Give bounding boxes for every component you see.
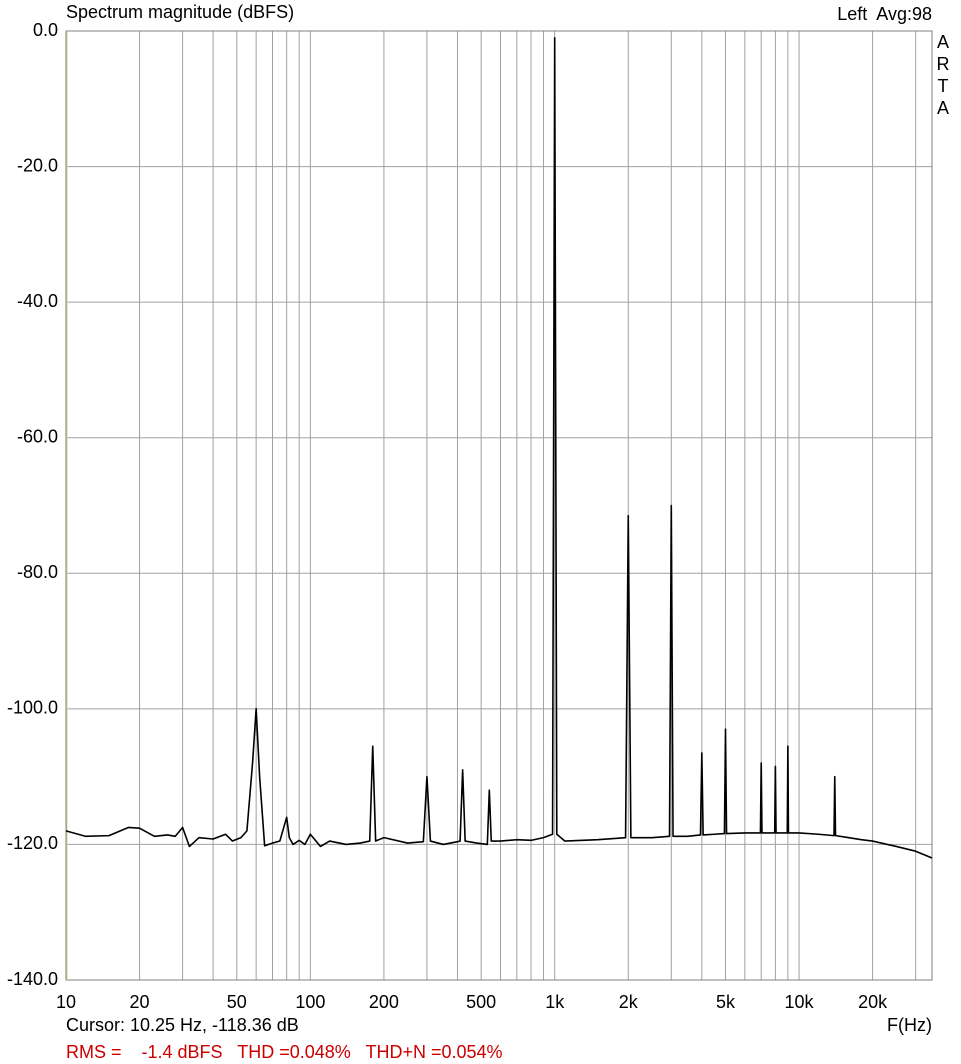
- y-tick-label: -120.0: [7, 833, 58, 853]
- x-tick-label: 10k: [785, 992, 815, 1012]
- x-axis-label: F(Hz): [887, 1015, 932, 1035]
- x-tick-label: 10: [56, 992, 76, 1012]
- x-tick-label: 20: [130, 992, 150, 1012]
- x-tick-label: 500: [466, 992, 496, 1012]
- cursor-readout: Cursor: 10.25 Hz, -118.36 dB: [66, 1015, 299, 1035]
- channel-label: Left Avg:98: [837, 4, 932, 24]
- y-tick-label: -20.0: [17, 155, 58, 175]
- brand: ARTA: [933, 32, 953, 120]
- y-tick-label: -40.0: [17, 291, 58, 311]
- y-tick-label: -140.0: [7, 969, 58, 989]
- spectrum-line: [65, 36, 933, 859]
- x-tick-label: 100: [295, 992, 325, 1012]
- plot-border: [65, 30, 933, 981]
- x-tick-label: 50: [227, 992, 247, 1012]
- chart-title: Spectrum magnitude (dBFS): [66, 2, 294, 22]
- x-tick-label: 1k: [545, 992, 565, 1012]
- y-tick-label: -100.0: [7, 698, 58, 718]
- x-tick-label: 20k: [858, 992, 888, 1012]
- x-tick-label: 5k: [716, 992, 736, 1012]
- y-tick-label: 0.0: [33, 20, 58, 40]
- stats-readout: RMS = -1.4 dBFS THD =0.048% THD+N =0.054…: [66, 1042, 503, 1062]
- x-tick-label: 2k: [619, 992, 639, 1012]
- y-tick-label: -80.0: [17, 562, 58, 582]
- x-tick-label: 200: [369, 992, 399, 1012]
- y-tick-label: -60.0: [17, 426, 58, 446]
